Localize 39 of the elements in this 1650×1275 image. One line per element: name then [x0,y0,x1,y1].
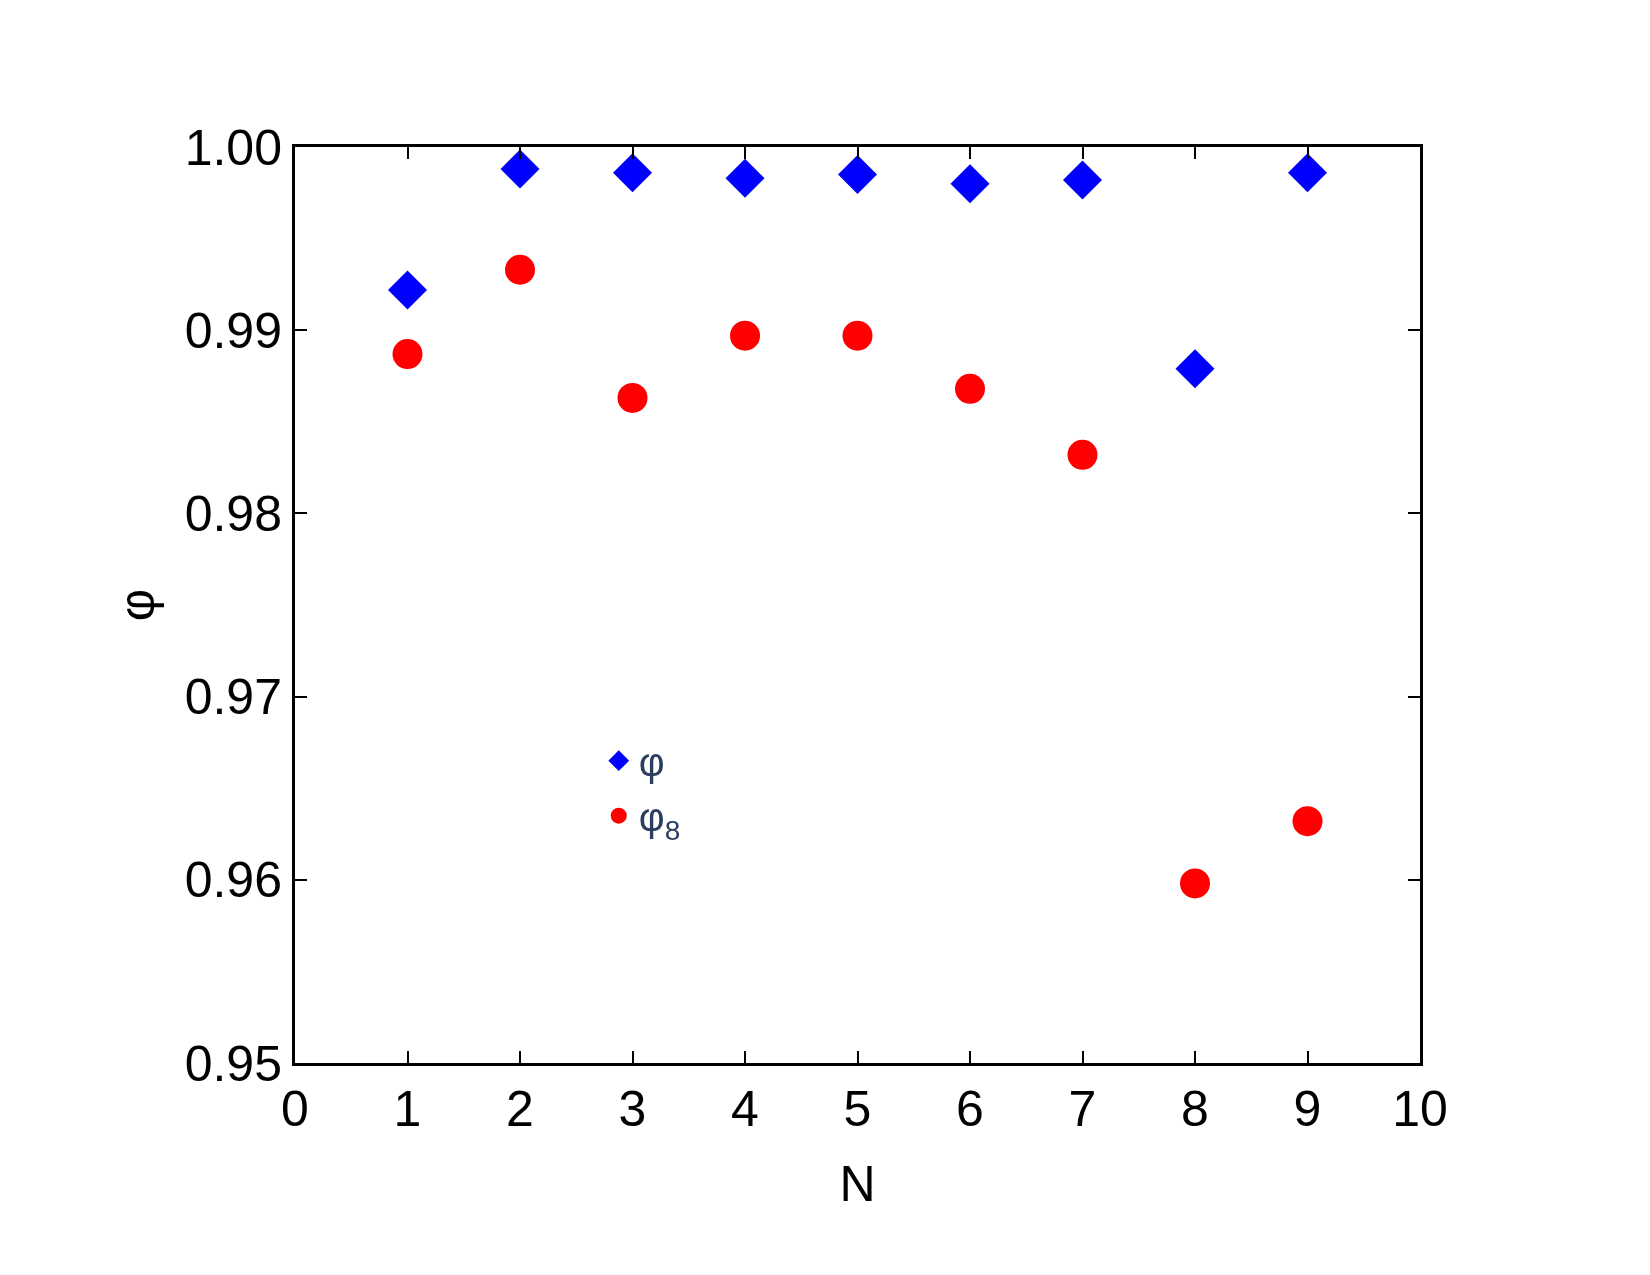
x-tick-label: 9 [1293,1081,1322,1137]
point [1067,439,1098,470]
point [388,270,427,310]
x-tick-label: 7 [1068,1081,1097,1137]
point [838,154,877,194]
point [500,149,540,189]
y-tick-label: 1.00 [184,119,282,176]
legend-label: φ$_{8}$ [638,795,681,846]
point [1175,349,1215,389]
x-tick-label: 8 [1181,1081,1209,1137]
point [1180,868,1210,899]
point [505,254,535,285]
x-tick-label: 1 [393,1081,422,1137]
point [1063,160,1102,200]
y-axis-title: φ [108,588,165,622]
point [955,373,985,404]
point [392,339,423,370]
x-tick-label: 2 [506,1081,534,1137]
x-tick-label: 5 [843,1081,872,1137]
y-tick-label: 0.99 [184,302,282,359]
point [617,382,648,413]
x-tick-label: 10 [1392,1081,1448,1137]
x-tick-label: 0 [281,1081,309,1137]
x-tick-label: 4 [731,1081,759,1137]
point [842,320,873,351]
y-tick-label: 0.96 [184,852,282,909]
point [950,164,990,204]
x-tick-label: 6 [956,1081,984,1137]
point [1288,153,1327,193]
point [725,158,765,198]
x-tick-label: 3 [618,1081,647,1137]
point [1292,806,1323,837]
x-axis-title: N [839,1155,876,1212]
point [730,320,760,351]
legend-label: φ [638,740,665,785]
y-tick-label: 0.97 [184,669,282,726]
point [613,153,652,193]
y-tick-label: 0.98 [184,485,282,542]
y-tick-label: 0.95 [184,1035,282,1092]
